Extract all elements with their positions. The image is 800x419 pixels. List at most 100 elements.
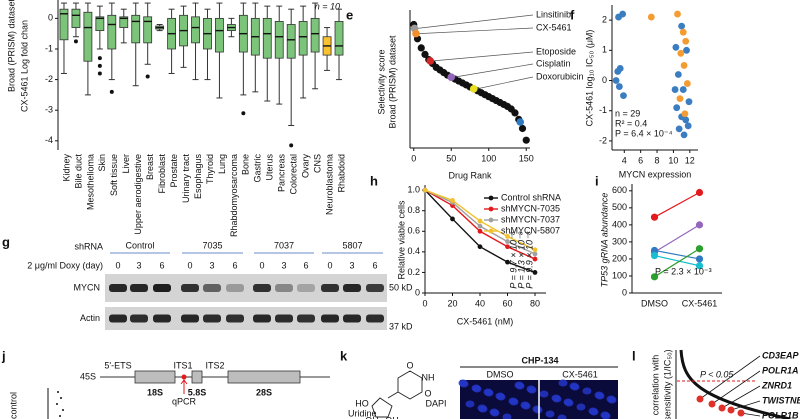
pair-line (654, 191, 700, 218)
nucleus (521, 402, 531, 410)
blot-band (275, 284, 293, 292)
highlight-label: Doxorubicin (536, 71, 584, 81)
blot-band (203, 284, 221, 292)
condition-label: CX-5461 (562, 369, 598, 379)
panel-letter: e (346, 7, 353, 22)
x-axis-label: Drug Rank (448, 170, 492, 180)
blot-label: 2 μg/ml Doxy (day) (27, 260, 103, 270)
primer-label: qPCR (172, 396, 197, 406)
y-tick-label: 0.2 (407, 267, 420, 277)
leader-line (433, 51, 534, 62)
point (684, 122, 692, 130)
blot-band (321, 284, 339, 292)
x-tick-label: 0 (411, 153, 416, 163)
highlight-point (426, 57, 435, 65)
point (674, 71, 682, 78)
highlight-point (447, 73, 456, 81)
subunit-label: 28S (256, 387, 272, 397)
x-axis-label: CX-5461 (nM) (457, 316, 514, 326)
blot-band (366, 284, 384, 292)
day-label: 3 (281, 260, 286, 270)
primer-site (181, 374, 187, 380)
x-tick-label: DMSO (641, 298, 668, 308)
day-label: 0 (187, 260, 192, 270)
point (683, 80, 691, 87)
y-tick-label: -4 (45, 135, 53, 145)
x-tick-label: Urinary tract (181, 154, 191, 204)
outlier (289, 143, 294, 148)
x-tick-label: 0 (422, 298, 427, 308)
highlight-point (469, 85, 478, 93)
point (695, 245, 704, 253)
pair-line (654, 248, 700, 278)
blot-band (181, 284, 199, 292)
gene-label: ZNRD1 (761, 380, 792, 390)
side-label: control (8, 392, 18, 419)
y-tick-label: 300 (612, 236, 627, 246)
gene-point (718, 404, 726, 412)
y-axis-label: Relative viable cells (396, 200, 406, 280)
leader-line (418, 27, 534, 34)
gene-label: CD3EAP (762, 350, 800, 360)
x-tick-label: CX-5461 (682, 298, 718, 308)
nucleus (545, 410, 555, 418)
leader-line (721, 385, 761, 409)
day-label: 0 (115, 260, 120, 270)
point (685, 98, 693, 106)
point (678, 22, 686, 30)
x-tick-label: Upper aerodigestive (133, 154, 143, 235)
stat: R² = 0.4 (615, 118, 647, 128)
annotation: n = 10 (315, 1, 340, 11)
nucleus (558, 379, 568, 387)
point (681, 110, 689, 118)
nucleus (601, 412, 611, 419)
cell-line: CHP-134 (521, 355, 558, 365)
x-tick-label: Fibroblast (157, 154, 167, 194)
point (673, 104, 681, 112)
point (683, 46, 690, 54)
nucleus (607, 396, 617, 404)
row-label: Actin (80, 313, 100, 323)
box (262, 17, 272, 59)
point (615, 83, 623, 90)
nucleus (589, 408, 599, 416)
x-tick-label: Thyroid (205, 154, 215, 184)
y-tick-label: -3 (45, 105, 53, 115)
point (679, 28, 687, 36)
blot-band (130, 314, 148, 323)
y-tick-label: 1.0 (407, 185, 420, 195)
region-label: ITS2 (205, 360, 224, 370)
blot-band (153, 314, 171, 323)
x-tick-label: Kidney (61, 154, 71, 182)
point (674, 10, 681, 18)
blot-band (366, 314, 384, 323)
day-label: 6 (159, 260, 164, 270)
x-tick-label: Colorectal (289, 154, 299, 195)
stain-label: DAPI (425, 398, 446, 408)
nucleus (472, 385, 482, 393)
y-axis-label: CX-5461 Log fold chan (19, 20, 29, 112)
point (680, 131, 688, 139)
molecule (371, 370, 423, 418)
point (417, 44, 425, 52)
box (119, 16, 129, 28)
blot-band (321, 314, 339, 323)
box (107, 14, 117, 50)
group-label: 5807 (342, 240, 362, 250)
atom-label: HO (355, 398, 369, 408)
group-label: Control (125, 240, 154, 250)
x-tick-label: CNS (312, 154, 322, 173)
y-tick-label: -2 (599, 135, 607, 145)
nucleus (478, 405, 488, 413)
highlight-label: Linsitinib (536, 9, 571, 19)
y-tick-label: 500 (612, 202, 627, 212)
marker-label: 50 kD (389, 282, 413, 292)
point (518, 124, 527, 133)
box (334, 21, 344, 56)
legend-dot (488, 195, 494, 201)
gene-point (708, 400, 716, 408)
condition-label: DMSO (487, 369, 514, 379)
leader-line (476, 76, 534, 90)
blot-label: shRNA (74, 241, 103, 251)
gene-label: TWISTNB (762, 395, 800, 405)
